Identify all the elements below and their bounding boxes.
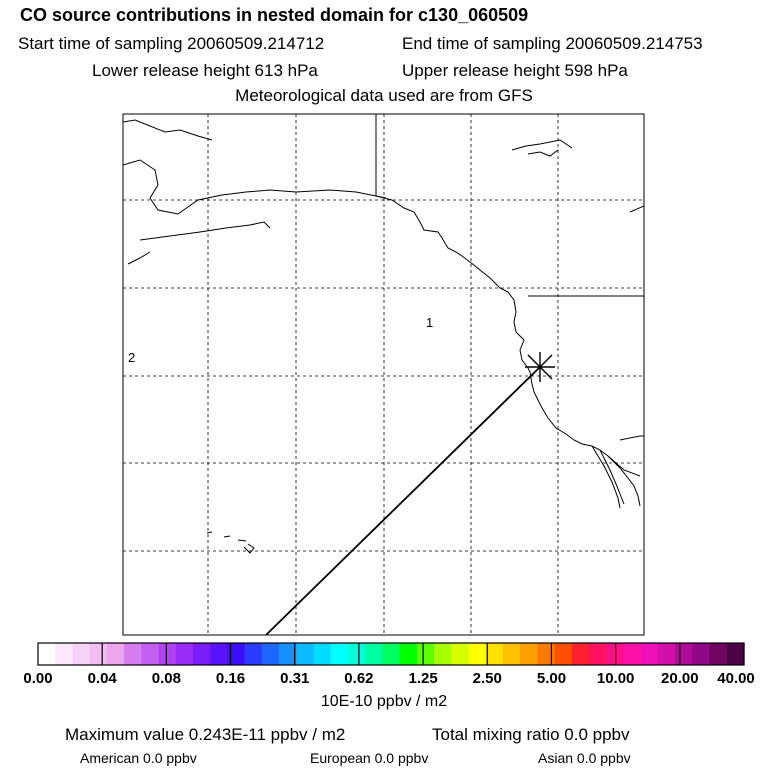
colorbar-segment [106,643,125,665]
colorbar-segment [416,643,435,665]
region-label-2: 2 [128,350,135,365]
colorbar-tick-label: 40.00 [717,670,755,687]
colorbar-segment [675,643,693,665]
colorbar-segment [55,643,74,665]
colorbar-segment [279,643,297,665]
colorbar-units: 10E-10 ppbv / m2 [320,693,448,710]
colorbar-segment [640,643,659,665]
colorbar-tick-label: 0.00 [23,670,53,687]
colorbar-tick-label: 0.62 [344,670,374,687]
colorbar-segment [571,643,590,665]
colorbar-segment [657,643,676,665]
colorbar-segment [502,643,521,665]
colorbar-segment [468,643,487,665]
colorbar-segment [261,643,280,665]
upper-height-label: Upper release height 598 hPa [402,61,628,80]
colorbar-segment [382,643,401,665]
colorbar-segment [554,643,573,665]
trajectory-line [265,366,541,635]
colorbar-segment [141,643,160,665]
colorbar-dividers [101,643,681,665]
hawaii-islands [206,531,255,554]
lower-height-label: Lower release height 613 hPa [92,61,318,80]
start-time-label: Start time of sampling 20060509.214712 [18,34,325,53]
colorbar-segment [210,643,229,665]
colorbar-segment [623,643,642,665]
asterisk-icon [525,352,555,382]
colorbar-segment [124,643,142,665]
chart-title: CO source contributions in nested domain… [20,5,529,25]
colorbar-segment [520,643,538,665]
colorbar-segment [726,643,745,665]
colorbar-tick-label: 0.04 [87,670,117,687]
colorbar-segment [244,643,263,665]
colorbar-segment [158,643,177,665]
colorbar-tick-label: 0.08 [151,670,181,687]
colorbar-segment [227,643,246,665]
colorbar-tick-label: 5.00 [536,670,567,687]
colorbar-segment [347,643,366,665]
colorbar-tick-label: 10.00 [596,670,635,687]
colorbar-tick-label: 2.50 [472,670,502,687]
total-mixing-label: Total mixing ratio 0.0 ppbv [432,725,630,744]
colorbar-segment [399,643,418,665]
colorbar-frame [37,642,745,666]
colorbar [38,643,745,665]
colorbar-segment [589,643,607,665]
colorbar-segment [330,643,349,665]
colorbar-tick-label: 1.25 [408,670,438,687]
colorbar-tick-label: 20.00 [661,670,699,687]
max-value-label: Maximum value 0.243E-11 ppbv / m2 [65,725,346,744]
colorbar-segment [313,643,332,665]
colorbar-segment [89,643,108,665]
map-content [123,114,644,635]
coastlines [123,114,644,509]
met-data-label: Meteorological data used are from GFS [235,86,533,105]
end-time-label: End time of sampling 20060509.214753 [402,34,703,53]
colorbar-tick-label: 0.31 [280,670,310,687]
american-label: American 0.0 ppbv [80,750,197,766]
colorbar-segment [72,643,91,665]
colorbar-segment [537,643,556,665]
colorbar-segment [365,643,383,665]
colorbar-segment [434,643,452,665]
colorbar-segment [175,643,194,665]
region-label-1: 1 [426,315,433,330]
asian-label: Asian 0.0 ppbv [538,750,631,766]
map-frame [122,113,645,636]
lat-lon-grid [123,114,644,635]
colorbar-segment [192,643,211,665]
colorbar-segment [38,643,56,665]
colorbar-segment [709,643,728,665]
colorbar-segment [451,643,470,665]
european-label: European 0.0 ppbv [310,750,429,766]
colorbar-segment [692,643,711,665]
colorbar-segment [485,643,504,665]
colorbar-tick-label: 0.16 [215,670,246,687]
colorbar-segment [296,643,315,665]
